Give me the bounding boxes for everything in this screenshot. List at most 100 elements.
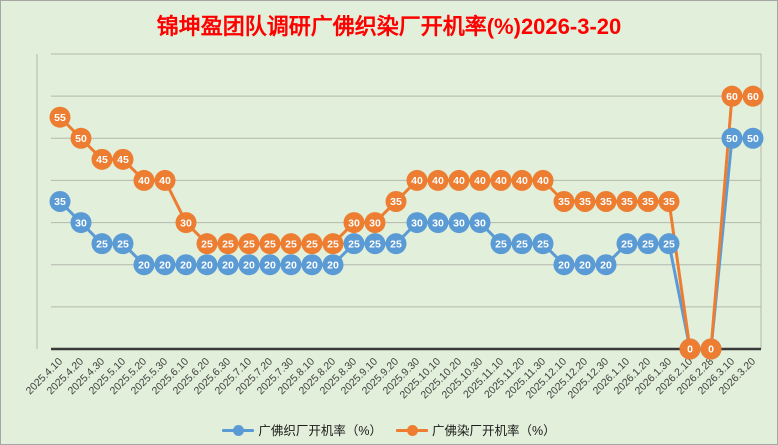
data-label: 40 — [495, 175, 507, 187]
data-point-marker — [406, 212, 428, 234]
data-label: 35 — [663, 196, 675, 208]
data-label: 25 — [117, 238, 129, 250]
data-label: 20 — [138, 259, 150, 271]
data-point-marker — [595, 254, 617, 276]
legend: 广佛织厂开机率（%） 广佛染厂开机率（%） — [1, 423, 777, 438]
data-point-marker — [574, 254, 596, 276]
data-label: 35 — [642, 196, 654, 208]
data-label: 30 — [75, 217, 87, 229]
data-point-marker — [112, 148, 134, 170]
data-point-marker — [49, 191, 71, 212]
data-point-marker — [721, 85, 743, 107]
data-point-marker — [196, 254, 218, 276]
data-label: 30 — [369, 217, 381, 229]
legend-label-weaving: 广佛织厂开机率（%） — [258, 423, 382, 438]
data-point-marker — [343, 212, 365, 234]
data-point-marker — [259, 254, 281, 276]
data-point-marker — [217, 233, 239, 255]
data-label: 50 — [747, 133, 759, 145]
data-point-marker — [553, 254, 575, 276]
data-label: 40 — [474, 175, 486, 187]
data-point-marker — [721, 127, 743, 149]
legend-item-dyeing: 广佛染厂开机率（%） — [396, 424, 556, 438]
data-point-marker — [469, 169, 491, 191]
data-point-marker — [448, 169, 470, 191]
data-point-marker — [469, 212, 491, 234]
data-label: 25 — [495, 238, 507, 250]
data-label: 25 — [369, 238, 381, 250]
data-label: 30 — [474, 217, 486, 229]
data-point-marker — [385, 233, 407, 255]
data-label: 25 — [306, 238, 318, 250]
data-label: 25 — [348, 238, 360, 250]
legend-item-weaving: 广佛织厂开机率（%） — [222, 423, 382, 438]
data-point-marker — [658, 233, 680, 255]
data-label: 0 — [708, 344, 714, 356]
data-point-marker — [490, 233, 512, 255]
data-label: 25 — [285, 238, 297, 250]
data-label: 30 — [348, 217, 360, 229]
data-point-marker — [511, 169, 533, 191]
data-point-marker — [49, 106, 71, 128]
legend-dot-orange-icon — [407, 425, 418, 437]
data-point-marker — [616, 233, 638, 255]
data-point-marker — [385, 191, 407, 212]
data-point-marker — [133, 169, 155, 191]
data-point-marker — [595, 191, 617, 212]
data-point-marker — [511, 233, 533, 255]
data-label: 40 — [537, 175, 549, 187]
data-point-marker — [364, 233, 386, 255]
data-label: 20 — [285, 259, 297, 271]
data-label: 35 — [600, 196, 612, 208]
data-point-marker — [280, 254, 302, 276]
legend-dot-blue-icon — [233, 425, 245, 437]
data-point-marker — [175, 254, 197, 276]
data-point-marker — [196, 233, 218, 255]
data-label: 30 — [453, 217, 465, 229]
chart-title: 锦坤盈团队调研广佛织染厂开机率(%)2026-3-20 — [156, 14, 622, 39]
data-label: 20 — [600, 259, 612, 271]
data-point-marker — [427, 169, 449, 191]
data-point-marker — [322, 233, 344, 255]
data-point-marker — [301, 233, 323, 255]
data-point-marker — [700, 338, 722, 360]
data-label: 50 — [75, 133, 87, 145]
data-label: 30 — [432, 217, 444, 229]
data-point-marker — [238, 254, 260, 276]
data-label: 40 — [432, 175, 444, 187]
data-point-marker — [679, 338, 701, 360]
data-point-marker — [637, 233, 659, 255]
data-point-marker — [616, 191, 638, 212]
data-label: 25 — [222, 238, 234, 250]
line-marker-swatch-orange-icon — [396, 425, 428, 437]
data-point-marker — [490, 169, 512, 191]
data-point-marker — [574, 191, 596, 212]
data-label: 25 — [663, 238, 675, 250]
data-label: 35 — [579, 196, 591, 208]
data-label: 20 — [579, 259, 591, 271]
data-point-marker — [322, 254, 344, 276]
data-label: 50 — [726, 133, 738, 145]
data-point-marker — [154, 254, 176, 276]
data-label: 20 — [558, 259, 570, 271]
data-point-marker — [553, 191, 575, 212]
data-point-marker — [112, 233, 134, 255]
data-point-marker — [448, 212, 470, 234]
data-label: 40 — [411, 175, 423, 187]
data-label: 45 — [117, 154, 129, 166]
data-point-marker — [532, 233, 554, 255]
data-point-marker — [532, 169, 554, 191]
data-label: 25 — [516, 238, 528, 250]
data-point-marker — [259, 233, 281, 255]
data-label: 20 — [264, 259, 276, 271]
data-point-marker — [91, 233, 113, 255]
data-point-marker — [658, 191, 680, 212]
data-label: 35 — [621, 196, 633, 208]
data-label: 60 — [726, 91, 738, 103]
data-label: 35 — [54, 196, 66, 208]
data-label: 20 — [306, 259, 318, 271]
data-point-marker — [343, 233, 365, 255]
data-point-marker — [280, 233, 302, 255]
